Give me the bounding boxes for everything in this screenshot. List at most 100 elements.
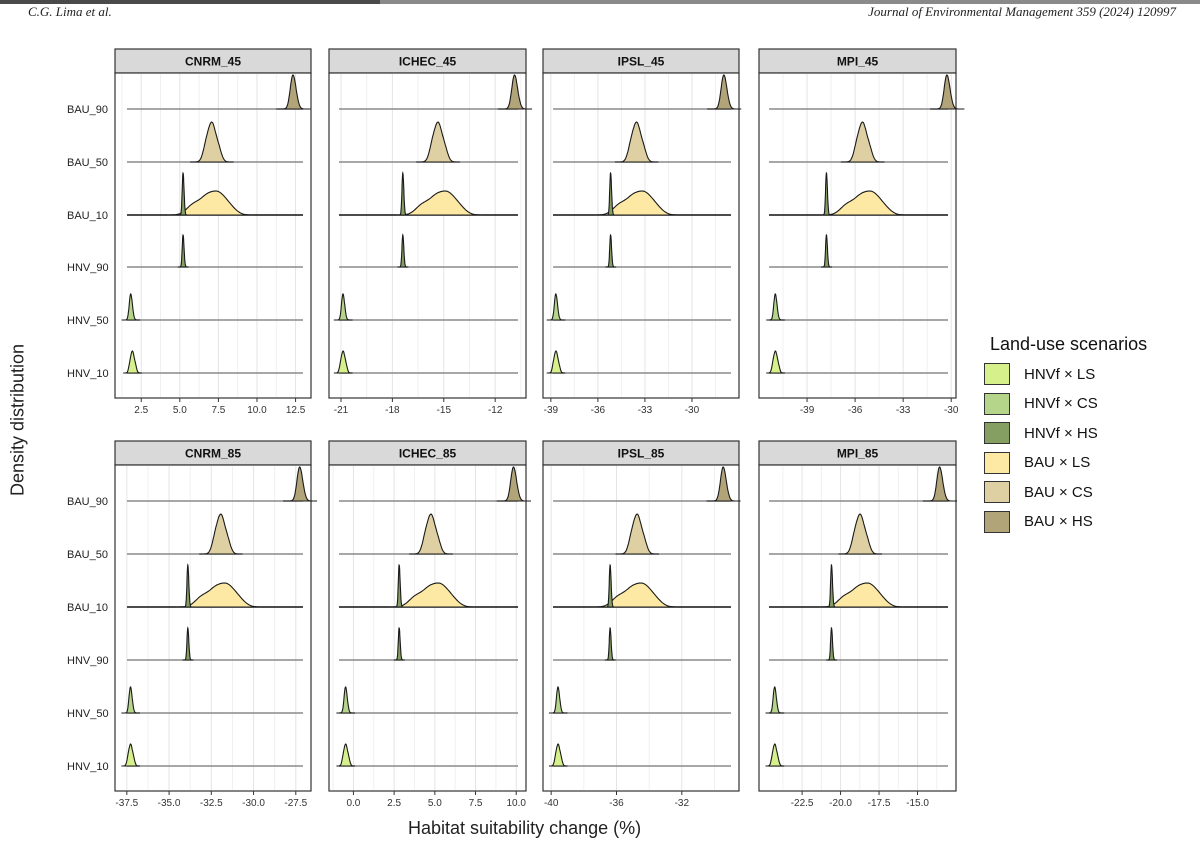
facet-frame (758, 464, 957, 792)
facet-strip (542, 440, 740, 466)
x-tick-label: -30 (944, 405, 959, 416)
facet-panel: MPI_45 -39 -36 -33 -30 (758, 48, 965, 416)
facet-panel: ICHEC_45 -21 -18 -15 -12 (328, 48, 533, 416)
facet-frame (114, 72, 312, 399)
facet-title: ICHEC_45 (399, 55, 457, 69)
x-tick-label: -37.5 (115, 798, 138, 809)
density-hnv-10 (333, 350, 353, 374)
legend-title: Land-use scenarios (990, 334, 1148, 354)
density-hnv-90 (604, 626, 616, 661)
x-tick-label: -32 (675, 798, 690, 809)
density-hnv-90 (826, 626, 838, 661)
y-row-label: HNV_10 (67, 761, 109, 773)
legend-label: HNVf × HS (1024, 424, 1098, 442)
density-bau-90 (283, 466, 318, 502)
facet-frame (328, 464, 527, 792)
facet-title: MPI_85 (837, 447, 879, 461)
legend-item: HNVf × HS (984, 420, 1098, 446)
density-bau-10 (592, 582, 678, 608)
top-rule (0, 0, 1200, 4)
density-bau-50 (838, 513, 882, 555)
density-bau-10 (396, 190, 483, 216)
legend-item: HNVf × LS (984, 361, 1095, 387)
x-tick-label: 7.5 (211, 405, 225, 416)
x-axis-title: Habitat suitability change (%) (408, 818, 642, 838)
x-tick-label: -40 (544, 798, 559, 809)
density-bau-10-hnvf-hs (177, 171, 189, 216)
x-tick-label: -36 (848, 405, 863, 416)
legend-swatch (984, 422, 1010, 444)
x-tick-label: -22.5 (791, 798, 814, 809)
density-hnv-50 (548, 686, 568, 714)
x-tick-label: 7.5 (469, 798, 483, 809)
x-tick-label: -35.0 (158, 798, 181, 809)
density-bau-10 (389, 582, 476, 608)
y-row-label: HNV_50 (67, 708, 109, 720)
facet-panel: ICHEC_85 0.0 2.5 5.0 7.5 10.0 (328, 440, 531, 809)
x-tick-label: -30.0 (242, 798, 265, 809)
facet-panel: MPI_85 -22.5 -20.0 -17.5 -15.0 (758, 440, 958, 809)
x-tick-label: -21 (334, 405, 349, 416)
density-hnv-50 (121, 293, 141, 321)
facet-panel: IPSL_45 -39 -36 -33 -30 (542, 48, 742, 416)
density-bau-50 (615, 513, 659, 555)
facet-strip (542, 48, 740, 74)
density-hnv-50 (336, 686, 356, 714)
x-tick-label: -12 (488, 405, 503, 416)
x-tick-label: -15 (437, 405, 452, 416)
x-tick-label: -39 (544, 405, 559, 416)
y-row-label: BAU_90 (67, 104, 108, 116)
density-hnv-90 (177, 233, 189, 268)
legend-swatch (984, 451, 1010, 474)
x-tick-label: -17.5 (868, 798, 891, 809)
legend-swatch (984, 392, 1010, 415)
y-row-label: HNV_10 (67, 368, 109, 380)
density-hnv-10 (336, 743, 356, 767)
density-bau-90 (496, 466, 531, 502)
facet-title: CNRM_45 (185, 55, 241, 69)
x-tick-label: 12.5 (286, 405, 306, 416)
facet-title: IPSL_45 (618, 55, 665, 69)
density-bau-50 (190, 121, 234, 163)
density-hnv-50 (121, 686, 140, 714)
x-tick-label: -18 (385, 405, 400, 416)
legend-label: BAU × LS (1024, 454, 1091, 471)
y-row-label: HNV_90 (67, 655, 109, 667)
x-tick-label: -27.5 (284, 798, 307, 809)
x-tick-label: -39 (800, 405, 815, 416)
x-tick-label: -33 (896, 405, 911, 416)
density-hnv-50 (546, 293, 566, 321)
y-axis-title: Density distribution (7, 343, 28, 497)
header-authors: C.G. Lima et al. (28, 4, 112, 19)
facet-panel: CNRM_45 2.5 5.0 7.5 10.0 12.5 BAU_90 BAU_50 BAU_… (67, 48, 312, 416)
legend-label: HNVf × CS (1024, 395, 1098, 412)
facet-title: ICHEC_85 (399, 447, 457, 461)
density-bau-50 (840, 121, 885, 163)
x-tick-label: 2.5 (387, 798, 401, 809)
density-bau-10 (820, 190, 907, 216)
legend-item: BAU × CS (984, 479, 1093, 505)
header-journal: Journal of Environmental Management 359 … (868, 4, 1176, 19)
density-bau-10-hnvf-hs (821, 171, 832, 216)
density-hnv-90 (605, 233, 617, 268)
density-bau-50 (199, 513, 243, 555)
density-hnv-90 (393, 626, 405, 661)
density-hnv-50 (333, 293, 353, 321)
x-tick-label: -36 (591, 405, 606, 416)
top-rule-dark (0, 0, 380, 4)
x-tick-label: -30 (685, 405, 700, 416)
legend-swatch (984, 510, 1010, 533)
density-hnv-10 (123, 350, 142, 374)
x-tick-label: -15.0 (906, 798, 929, 809)
legend-swatch (984, 363, 1010, 385)
y-row-label: BAU_50 (67, 157, 108, 169)
density-bau-10 (593, 190, 679, 216)
density-hnv-10 (548, 743, 568, 767)
facet-strip (328, 440, 527, 466)
x-tick-label: 5.0 (428, 798, 442, 809)
density-hnv-90 (397, 233, 409, 268)
x-tick-label: 10.0 (247, 405, 267, 416)
density-hnv-10 (121, 743, 140, 767)
density-bau-10-hnvf-hs (182, 563, 194, 608)
